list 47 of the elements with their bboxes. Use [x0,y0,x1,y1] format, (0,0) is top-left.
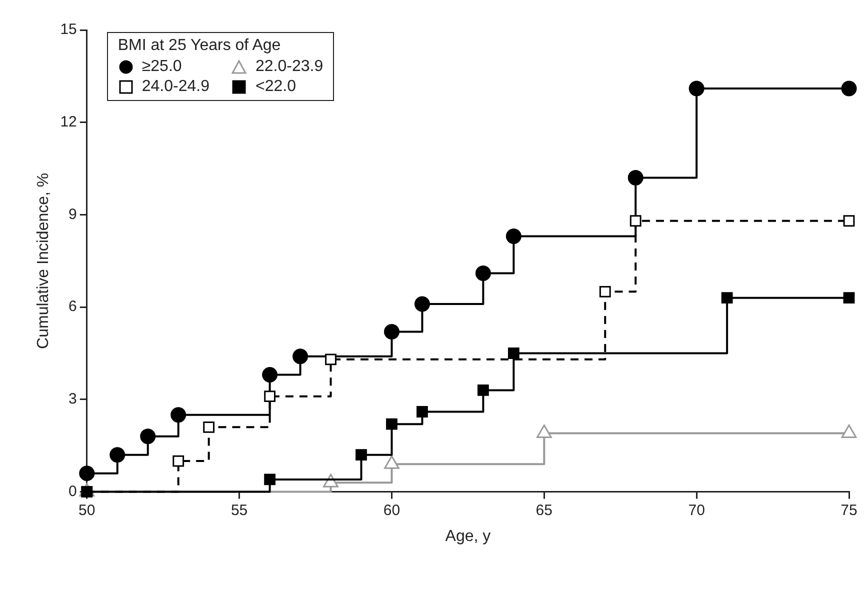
y-tick-label: 15 [60,21,77,38]
point [843,292,855,304]
point [110,447,126,463]
point [506,228,522,244]
point [79,466,95,482]
legend-label: <22.0 [255,78,296,96]
point [688,80,704,96]
y-axis-title: Cumulative Incidence, % [35,172,52,349]
point [386,418,398,430]
point [599,286,611,298]
point [172,455,184,467]
point [477,384,489,396]
point [140,428,156,444]
y-tick-label: 6 [68,298,77,316]
x-tick-label: 65 [536,502,552,519]
point [325,354,336,366]
point [843,215,855,227]
legend-label: 24.0-24.9 [142,78,210,96]
point [721,292,733,304]
x-tick-label: 50 [78,502,96,519]
point [264,474,276,486]
legend-title: BMI at 25 Years of Age [118,37,282,55]
point [356,449,367,461]
point [264,390,276,402]
x-tick-label: 55 [230,502,248,519]
y-tick-label: 0 [68,482,77,500]
x-axis-title: Age, y [445,528,491,545]
point [416,406,428,418]
point [170,407,186,423]
point [628,170,644,186]
y-tick-label: 9 [68,206,77,223]
x-tick-label: 70 [688,502,705,519]
x-tick-label: 75 [840,502,858,519]
y-tick-label: 3 [68,390,77,408]
point [475,265,491,281]
point [262,367,278,383]
point [203,421,215,433]
x-tick-label: 60 [383,502,400,519]
y-tick-label: 12 [60,114,77,130]
legend-label: ≥25.0 [142,58,182,76]
point [414,296,430,312]
point [508,348,520,359]
point [630,215,642,227]
point [841,80,857,96]
point [292,348,308,364]
legend-label: 22.0-23.9 [255,58,324,76]
point [384,324,400,340]
